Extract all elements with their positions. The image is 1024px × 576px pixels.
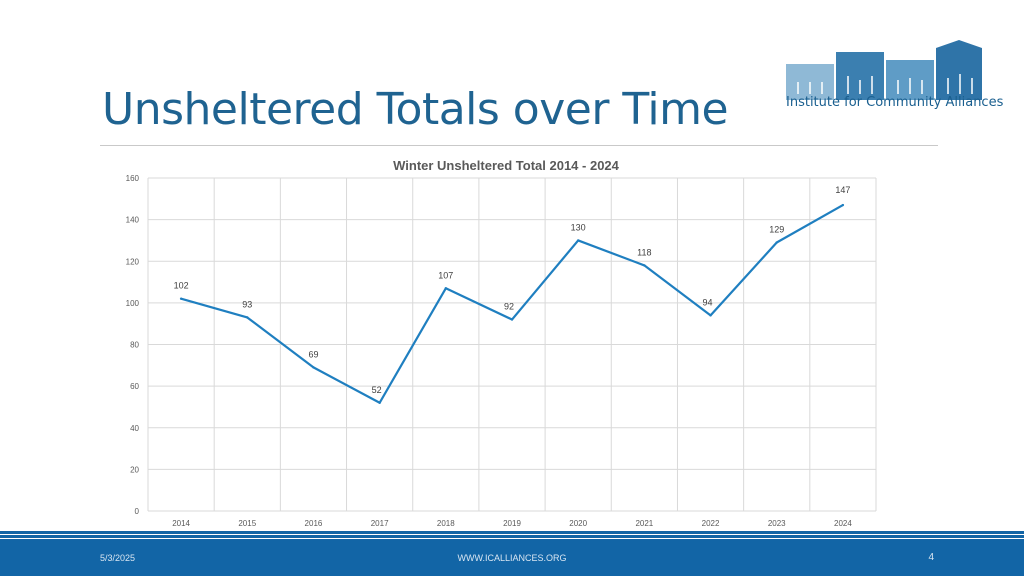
footer-website: WWW.ICALLIANCES.ORG (457, 553, 567, 563)
x-tick-label: 2024 (834, 519, 852, 528)
slide-title: Unsheltered Totals over Time (102, 84, 729, 135)
ica-logo-icon (786, 40, 982, 100)
data-point (246, 316, 249, 319)
data-point (643, 264, 646, 267)
data-label: 69 (308, 349, 318, 359)
y-tick-label: 100 (126, 299, 140, 308)
x-tick-label: 2022 (702, 519, 720, 528)
data-point (841, 203, 845, 207)
data-label: 147 (835, 185, 850, 195)
x-tick-label: 2023 (768, 519, 786, 528)
data-label: 130 (571, 222, 586, 232)
footer-rule-2 (0, 535, 1024, 538)
data-label: 118 (637, 247, 651, 257)
data-label: 129 (769, 225, 784, 235)
data-point (444, 287, 448, 290)
y-tick-label: 0 (135, 507, 140, 516)
footer-bar: 5/3/2025 WWW.ICALLIANCES.ORG 4 (0, 539, 1024, 576)
data-point (576, 239, 580, 242)
x-tick-label: 2017 (371, 519, 389, 528)
x-tick-label: 2021 (635, 519, 653, 528)
x-tick-label: 2018 (437, 519, 455, 528)
data-point (775, 241, 778, 244)
title-divider (100, 145, 938, 146)
data-label: 93 (242, 299, 252, 309)
data-point (179, 297, 183, 300)
data-point (378, 401, 381, 404)
footer-rule (0, 531, 1024, 534)
page-number: 4 (928, 552, 934, 563)
y-tick-label: 20 (130, 465, 139, 474)
data-label: 92 (504, 302, 514, 312)
y-tick-label: 160 (126, 174, 140, 183)
x-tick-label: 2020 (569, 519, 587, 528)
line-chart: Winter Unsheltered Total 2014 - 2024 0 20… (126, 158, 877, 528)
y-tick-label: 140 (126, 216, 140, 225)
data-label: 107 (438, 270, 453, 280)
footer-date: 5/3/2025 (100, 553, 136, 563)
data-point (709, 314, 712, 317)
chart-title: Winter Unsheltered Total 2014 - 2024 (393, 158, 620, 173)
data-label: 102 (174, 281, 189, 291)
logo-text: Institute for Community Alliances (786, 95, 1004, 110)
data-label: 52 (372, 385, 382, 395)
y-tick-label: 40 (130, 424, 139, 433)
x-tick-label: 2015 (238, 519, 256, 528)
data-point (510, 318, 514, 321)
y-tick-label: 60 (130, 382, 139, 391)
data-point (312, 366, 315, 369)
y-tick-label: 80 (130, 341, 139, 350)
y-tick-label: 120 (126, 257, 140, 266)
x-tick-label: 2016 (305, 519, 323, 528)
data-label: 94 (703, 297, 713, 307)
x-tick-label: 2014 (172, 519, 190, 528)
x-tick-label: 2019 (503, 519, 521, 528)
